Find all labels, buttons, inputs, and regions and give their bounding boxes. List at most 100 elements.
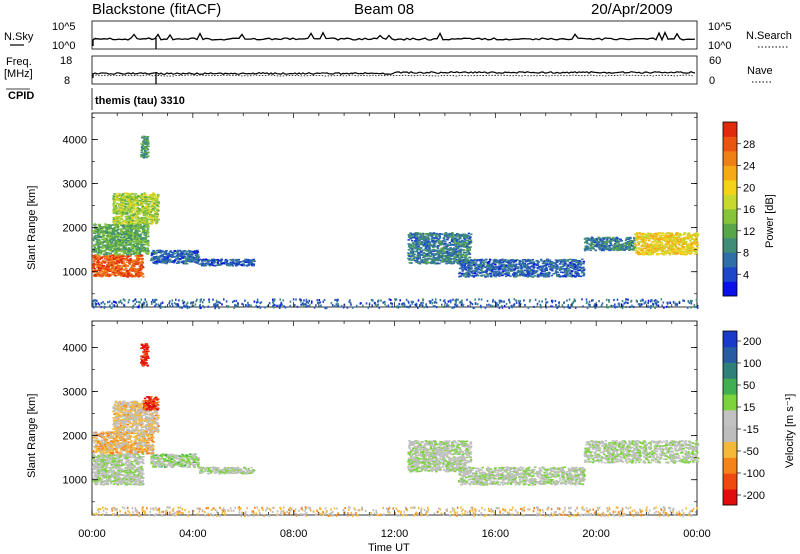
data-cell	[146, 225, 149, 228]
data-cell	[139, 262, 142, 265]
data-cell	[140, 225, 143, 228]
data-cell	[96, 229, 99, 231]
data-cell	[122, 240, 126, 243]
data-cell	[521, 261, 525, 264]
data-cell	[144, 207, 147, 210]
data-cell	[177, 253, 180, 255]
data-cell	[457, 249, 460, 252]
data-cell	[574, 272, 577, 274]
data-cell	[118, 217, 121, 220]
data-cell	[137, 237, 140, 239]
data-cell	[484, 276, 487, 278]
data-cell	[449, 258, 453, 260]
data-cell	[115, 258, 119, 261]
data-cell	[603, 243, 607, 245]
data-cell	[157, 202, 160, 205]
data-cell	[500, 267, 503, 269]
data-cell	[460, 259, 463, 261]
data-cell	[155, 211, 159, 213]
data-cell	[118, 250, 121, 252]
data-cell	[470, 268, 473, 270]
data-cell	[623, 249, 626, 251]
data-cell	[428, 234, 432, 237]
data-cell	[179, 250, 182, 253]
data-cell	[169, 254, 172, 256]
data-cell	[603, 238, 606, 240]
data-cell	[539, 258, 543, 261]
data-cell	[114, 255, 117, 258]
data-cell	[447, 261, 450, 263]
data-cell	[498, 259, 501, 262]
data-cell	[121, 213, 124, 216]
data-cell	[98, 245, 101, 248]
data-cell	[546, 258, 550, 261]
data-cell	[169, 258, 172, 261]
data-cell	[145, 243, 148, 245]
data-cell	[609, 238, 613, 241]
data-cell	[134, 216, 138, 218]
data-cell	[468, 256, 471, 259]
sky-panel: N.Sky 10^5 10^0 10^5 10^0 N.Search	[4, 20, 792, 52]
data-cell	[454, 234, 458, 236]
data-cell	[602, 245, 605, 247]
data-cell	[512, 261, 515, 263]
data-cell	[577, 274, 580, 276]
data-cell	[136, 226, 140, 228]
data-cell	[543, 259, 546, 262]
data-cell	[143, 155, 146, 158]
data-cell	[100, 267, 103, 269]
data-cell	[140, 151, 144, 153]
data-cell	[576, 264, 580, 267]
data-cell	[556, 265, 559, 267]
data-cell	[410, 258, 413, 260]
data-cell	[163, 253, 166, 255]
data-cell	[625, 243, 629, 246]
data-cell	[123, 244, 126, 246]
data-cell	[94, 275, 98, 277]
data-cell	[539, 269, 542, 271]
data-cell	[515, 267, 518, 269]
data-cell	[113, 253, 116, 256]
data-cell	[148, 212, 151, 214]
data-cell	[588, 238, 591, 240]
data-cell	[120, 199, 123, 201]
data-cell	[438, 262, 441, 265]
data-cell	[565, 272, 569, 274]
data-cell	[100, 256, 103, 259]
data-cell	[121, 193, 125, 195]
data-cell	[509, 260, 512, 262]
data-cell	[120, 250, 123, 253]
data-cell	[111, 232, 114, 234]
data-cell	[152, 197, 155, 200]
data-cell	[250, 260, 253, 263]
data-cell	[431, 262, 435, 265]
data-cell	[568, 269, 571, 271]
data-cell	[624, 247, 628, 249]
data-cell	[517, 267, 520, 269]
data-cell	[559, 267, 563, 269]
data-cell	[515, 272, 518, 274]
data-cell	[154, 256, 157, 258]
data-cell	[141, 248, 145, 251]
data-cell	[113, 199, 116, 201]
data-cell	[120, 260, 123, 263]
data-cell	[441, 243, 444, 246]
data-cell	[229, 261, 233, 264]
data-cell	[115, 237, 118, 239]
data-cell	[130, 267, 133, 270]
data-cell	[164, 260, 167, 262]
data-cell	[430, 233, 434, 235]
data-cell	[412, 255, 416, 258]
data-cell	[110, 238, 114, 240]
data-cell	[553, 265, 556, 267]
scatter-region	[92, 254, 145, 278]
data-cell	[100, 225, 103, 228]
data-cell	[157, 201, 160, 203]
data-cell	[153, 206, 156, 208]
data-cell	[488, 267, 492, 269]
data-cell	[541, 270, 544, 273]
data-cell	[417, 248, 420, 250]
data-cell	[145, 141, 149, 144]
data-cell	[154, 220, 157, 222]
data-cell	[123, 269, 126, 271]
